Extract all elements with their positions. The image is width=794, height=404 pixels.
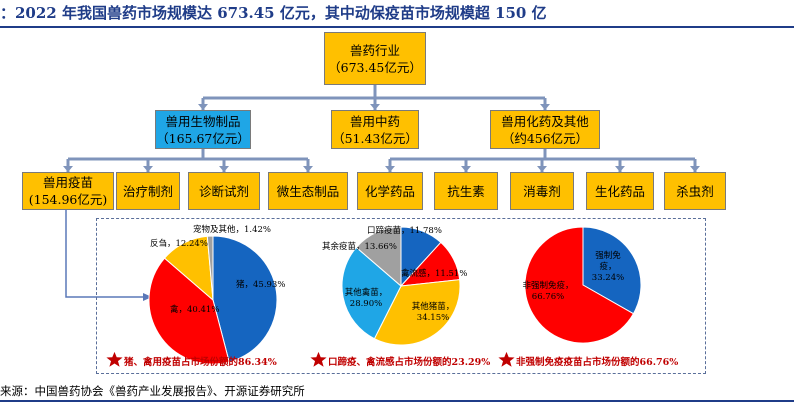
- pie-slice-1: [524, 226, 635, 344]
- vaccine-breakdown-panel: [96, 218, 706, 374]
- node-biochemical: 生化药品: [586, 172, 654, 210]
- pie2-label-mandatory: 强制免疫，33.24%: [591, 251, 625, 283]
- node-chemical-other-value: （约456亿元）: [501, 130, 589, 146]
- pie2-label-non-mandatory: 非强制免疫，66.76%: [522, 281, 574, 302]
- pie-slice-3: [206, 235, 214, 301]
- star-icon: [310, 351, 327, 367]
- pie-slice-2: [373, 279, 461, 346]
- node-biochemical-name: 生化药品: [594, 183, 645, 199]
- pie0-footnote: 猪、禽用疫苗占市场份额的86.34%: [124, 357, 277, 368]
- star-icon: [498, 351, 515, 367]
- title-divider: [0, 26, 794, 28]
- pie-slice-0: [582, 226, 642, 315]
- node-antibiotics: 抗生素: [434, 172, 498, 210]
- pie1-label-other-poultry: 其他禽苗，28.90%: [344, 288, 388, 309]
- node-root: 兽药行业 （673.45亿元）: [324, 32, 426, 85]
- node-chemical-other-name: 兽用化药及其他: [501, 113, 589, 129]
- node-therapeutic: 治疗制剂: [116, 172, 180, 210]
- pie-chart-immunization: [524, 226, 642, 344]
- node-microecological: 微生态制品: [268, 172, 348, 210]
- node-root-name: 兽药行业: [349, 42, 400, 58]
- node-disinfectant-name: 消毒剂: [523, 183, 561, 199]
- node-vaccine: 兽用疫苗 (154.96亿元): [22, 172, 114, 210]
- pie0-label-pig: 猪，45.93%: [236, 280, 286, 290]
- pie-slice-4: [355, 226, 402, 288]
- node-vaccine-name: 兽用疫苗: [42, 175, 93, 190]
- node-chemical-drugs: 化学药品: [357, 172, 423, 210]
- node-therapeutic-name: 治疗制剂: [122, 183, 173, 199]
- node-antibiotics-name: 抗生素: [447, 183, 485, 199]
- pie-slice-1: [148, 257, 230, 365]
- node-chemical-other: 兽用化药及其他 （约456亿元）: [490, 110, 600, 149]
- pie-chart-vaccine-types: [341, 226, 461, 346]
- pie0-label-ruminant: 反刍，12.24%: [150, 239, 208, 249]
- node-root-value: （673.45亿元）: [328, 59, 422, 75]
- node-disinfectant: 消毒剂: [510, 172, 574, 210]
- node-microecological-name: 微生态制品: [276, 183, 340, 199]
- pie1-label-other-pig: 其他猪苗，34.15%: [411, 302, 455, 323]
- pie1-label-fmd: 口蹄疫苗，11.78%: [367, 226, 442, 236]
- source-divider: [0, 400, 794, 402]
- pie1-footnote: 口蹄疫、禽流感占市场份额的23.29%: [328, 357, 491, 368]
- node-bio-products: 兽用生物制品 （165.67亿元）: [155, 110, 251, 149]
- star-icon: [106, 351, 123, 367]
- node-diagnostic: 诊断试剂: [188, 172, 260, 210]
- node-tcm-value: （51.43亿元）: [332, 130, 418, 146]
- pie2-footnote: 非强制免疫疫苗占市场份额的66.76%: [516, 357, 679, 368]
- node-tcm-name: 兽用中药: [349, 113, 400, 129]
- pie-slice-3: [341, 246, 402, 340]
- node-chemical-drugs-name: 化学药品: [364, 183, 415, 199]
- node-bio-products-name: 兽用生物制品: [165, 113, 241, 129]
- pie0-label-pet-other: 宠物及其他，1.42%: [193, 225, 272, 235]
- node-tcm: 兽用中药 （51.43亿元）: [331, 110, 419, 149]
- node-diagnostic-name: 诊断试剂: [198, 183, 249, 199]
- pie0-label-poultry: 禽，40.41%: [170, 305, 220, 315]
- node-insecticide-name: 杀虫剂: [676, 183, 714, 199]
- pie-chart-species: [148, 235, 278, 365]
- node-insecticide: 杀虫剂: [664, 172, 726, 210]
- source-note: 来源：中国兽药协会《兽药产业发展报告》、开源证券研究所: [0, 384, 305, 398]
- pie1-label-avian-flu: 禽流感，11.51%: [401, 269, 468, 279]
- node-vaccine-value: (154.96亿元): [28, 192, 108, 207]
- pie-slice-0: [212, 235, 278, 363]
- pie1-label-remaining: 其余疫苗，13.66%: [322, 242, 397, 252]
- page-title: ：2022 年我国兽药市场规模达 673.45 亿元，其中动保疫苗市场规模超 1…: [0, 4, 547, 22]
- node-bio-products-value: （165.67亿元）: [156, 130, 250, 146]
